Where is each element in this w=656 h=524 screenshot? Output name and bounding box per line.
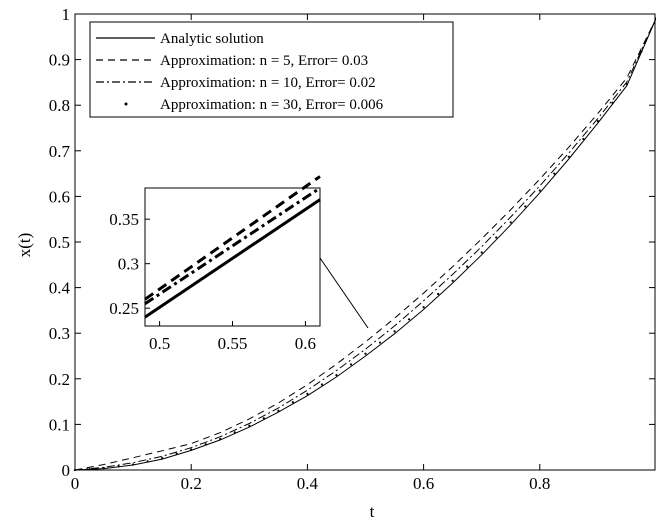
inset-y-tick-label: 0.35 <box>109 210 139 229</box>
y-tick-label: 0.8 <box>49 96 70 115</box>
legend: Analytic solution Approximation: n = 5, … <box>89 21 454 118</box>
y-tick-label: 0 <box>62 461 71 480</box>
x-tick-label: 0.4 <box>297 474 319 493</box>
series-n30-point <box>102 467 106 470</box>
series-n30-point <box>248 424 251 427</box>
y-tick-label: 0.1 <box>49 415 70 434</box>
series-n30-point <box>161 457 164 460</box>
y-tick-label: 1 <box>62 5 71 24</box>
series-line-solid <box>74 18 656 471</box>
series-n30-point <box>233 431 236 434</box>
x-tick-label: 0.2 <box>181 474 202 493</box>
series-n30-point <box>422 306 425 309</box>
inset-x-tick-label: 0.55 <box>218 334 248 353</box>
series-n30-point <box>277 409 280 412</box>
series-n30-point <box>407 318 411 321</box>
x-tick-label: 0.8 <box>529 474 550 493</box>
series-n30-point <box>175 452 178 455</box>
legend-sample-n30 <box>124 102 128 106</box>
series-n30-point <box>335 374 338 377</box>
series-n30-point <box>466 265 469 268</box>
series-n30-point <box>480 251 483 254</box>
inset-x-tick-label: 0.5 <box>149 334 170 353</box>
x-tick-label: 0.6 <box>413 474 434 493</box>
legend-label-n30: Approximation: n = 30, Error= 0.006 <box>160 97 384 113</box>
series-n30-point <box>306 392 309 395</box>
y-tick-label: 0.5 <box>49 233 70 252</box>
series-n30-point <box>640 50 643 53</box>
inset: 0.5 0.55 0.6 0.25 0.3 0.35 <box>109 175 369 353</box>
x-axis-label: t <box>370 502 375 521</box>
y-tick-label: 0.6 <box>49 187 70 206</box>
inset-y-tick-label: 0.25 <box>109 299 139 318</box>
series-n30-point <box>625 83 629 86</box>
series-n30-point <box>538 189 541 192</box>
series-n30-point <box>596 120 600 123</box>
series-n30-point <box>320 383 324 386</box>
x-tick-label: 0 <box>71 474 80 493</box>
inset-ticks: 0.5 0.55 0.6 0.25 0.3 0.35 <box>109 210 316 353</box>
legend-label-n10: Approximation: n = 10, Error= 0.02 <box>160 75 376 91</box>
series-n30-point <box>364 352 367 355</box>
inset-y-tick-label: 0.3 <box>118 255 139 274</box>
series-n30-point <box>378 341 382 344</box>
legend-label-analytic: Analytic solution <box>160 31 264 47</box>
y-tick-label: 0.7 <box>49 142 71 161</box>
inset-x-tick-label: 0.6 <box>295 334 316 353</box>
series-n30-point <box>567 155 570 158</box>
series-n30-point <box>88 467 91 471</box>
series-line-dashdot <box>74 18 656 471</box>
inset-series-line-dashed <box>144 175 321 301</box>
series-n30-point <box>509 221 512 224</box>
series-n30-point <box>204 443 207 446</box>
series-n30-point <box>437 292 440 296</box>
y-axis-label: x(t) <box>15 233 34 258</box>
series-n30-point <box>553 172 556 175</box>
inset-pointer <box>319 257 369 329</box>
inset-series-line-solid <box>144 198 321 319</box>
series-n30-point <box>262 417 265 420</box>
series-n30-point <box>524 205 527 208</box>
inset-series-line-dashdot <box>144 186 321 305</box>
series-n30-point <box>219 437 222 441</box>
series-n30-point <box>451 279 454 282</box>
series-n30-point <box>495 236 498 239</box>
series-n30-point <box>190 448 193 451</box>
series-line-dashed <box>74 18 656 471</box>
series-n30-point <box>146 460 149 463</box>
y-tick-label: 0.4 <box>49 279 71 298</box>
legend-label-n5: Approximation: n = 5, Error= 0.03 <box>160 53 368 69</box>
series-n30-point <box>393 330 396 333</box>
inset-series <box>144 175 321 319</box>
y-tick-label: 0.9 <box>49 51 70 70</box>
y-tick-label: 0.3 <box>49 324 70 343</box>
series-n30-point <box>117 465 120 468</box>
ticks: 0 0.2 0.4 0.6 0.8 0 0.1 0.2 0.3 0.4 0.5 0.6 0.7 0.8 0.… <box>49 5 655 493</box>
series-n30-point <box>582 137 585 141</box>
series-layer <box>73 17 656 472</box>
y-tick-label: 0.2 <box>49 370 70 389</box>
series-n30-point <box>349 363 353 366</box>
series-n30-point <box>291 401 294 404</box>
series-n30-point <box>132 463 135 466</box>
series-n30-point <box>611 101 614 104</box>
